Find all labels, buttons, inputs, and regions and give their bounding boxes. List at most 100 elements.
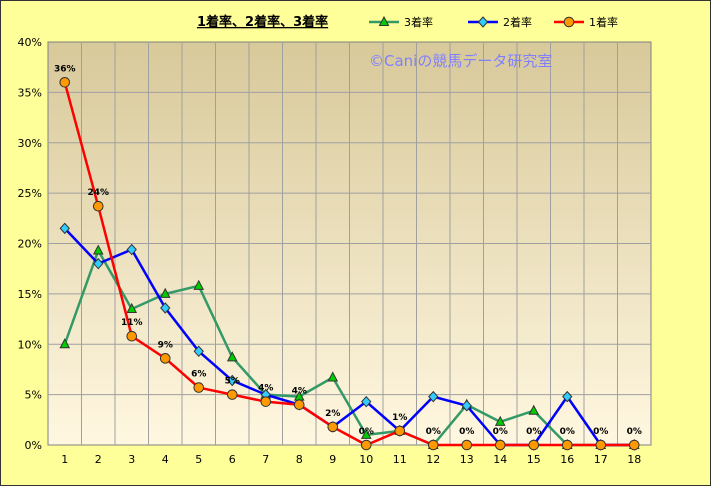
data-point (461, 439, 473, 451)
x-tick-label: 13 (460, 453, 474, 466)
x-tick-label: 16 (560, 453, 574, 466)
y-tick-label: 10% (18, 338, 42, 351)
data-label: 0% (459, 427, 474, 437)
x-tick-label: 10 (359, 453, 373, 466)
legend-label: 2着率 (503, 15, 532, 29)
series-circle (59, 77, 640, 451)
data-label: 1% (392, 413, 407, 423)
data-label: 9% (158, 340, 173, 350)
x-tick-label: 15 (527, 453, 541, 466)
data-label: 0% (426, 427, 441, 437)
legend-item: 3着率 (369, 15, 433, 29)
data-point (428, 390, 439, 403)
data-label: 0% (526, 427, 541, 437)
data-label: 0% (627, 427, 642, 437)
data-point (126, 330, 138, 342)
data-label: 11% (121, 318, 143, 328)
data-point (92, 244, 104, 255)
data-point (361, 395, 372, 408)
x-tick-label: 6 (229, 453, 236, 466)
x-tick-label: 14 (493, 453, 507, 466)
data-point (327, 371, 339, 382)
data-point (378, 15, 390, 26)
data-label: 36% (54, 64, 76, 74)
y-axis: 0% 5% 10% 15% 20% 25% 30% 35% 40% (18, 36, 42, 452)
data-label: 24% (87, 188, 109, 198)
data-point (159, 287, 171, 298)
data-point (563, 16, 575, 28)
y-tick-label: 25% (18, 187, 42, 200)
legend: 3着率 2着率 1着率 (369, 15, 618, 29)
data-point (327, 421, 339, 433)
x-tick-label: 17 (594, 453, 608, 466)
chart-title: 1着率、2着率、3着率 (197, 14, 328, 30)
y-tick-label: 40% (18, 36, 42, 49)
x-tick-label: 18 (627, 453, 641, 466)
data-point (561, 439, 573, 451)
x-tick-label: 1 (61, 453, 68, 466)
x-axis: 1 2 3 4 5 6 7 8 9 10 11 12 13 14 15 16 17 18 (61, 453, 641, 466)
data-point (126, 243, 137, 256)
data-point (477, 16, 489, 28)
data-point (227, 374, 238, 387)
x-tick-label: 3 (128, 453, 135, 466)
data-label: 4% (292, 387, 307, 397)
x-tick-label: 9 (329, 453, 336, 466)
data-point (93, 257, 104, 270)
data-point (126, 302, 138, 313)
data-point (159, 353, 171, 364)
data-labels: 36% 24% 11% 9% 6% 5% 4% 4% 2% 0% 1% 0% 0% 0% 0% 0% 0% 0% (54, 64, 642, 437)
x-tick-label: 4 (162, 453, 169, 466)
y-tick-label: 35% (18, 86, 42, 99)
x-tick-label: 8 (296, 453, 303, 466)
legend-label: 3着率 (404, 15, 433, 29)
data-label: 0% (493, 427, 508, 437)
y-tick-label: 15% (18, 288, 42, 301)
data-point (260, 396, 272, 407)
data-point (293, 399, 305, 411)
legend-item: 2着率 (468, 15, 532, 29)
x-tick-label: 11 (393, 453, 407, 466)
x-tick-label: 12 (426, 453, 440, 466)
data-point (226, 351, 238, 362)
legend-item: 1着率 (554, 15, 618, 29)
series-line (63, 81, 635, 447)
data-point (160, 302, 171, 314)
y-tick-label: 20% (18, 238, 42, 251)
data-point (193, 279, 205, 290)
data-point (394, 425, 406, 437)
y-tick-label: 5% (25, 389, 42, 402)
data-label: 0% (593, 427, 608, 437)
data-point (59, 222, 70, 235)
data-point (193, 345, 204, 358)
data-point (360, 439, 372, 451)
data-point (494, 415, 506, 426)
data-label: 5% (225, 377, 240, 387)
data-point (562, 390, 573, 403)
data-point (528, 439, 540, 451)
y-tick-label: 0% (25, 439, 42, 452)
data-point (59, 338, 71, 349)
watermark: ©Caniの競馬データ研究室 (369, 52, 552, 70)
data-label: 2% (325, 409, 340, 419)
y-tick-label: 30% (18, 137, 42, 150)
data-point (595, 439, 607, 451)
data-point (59, 77, 71, 88)
data-point (461, 399, 472, 412)
series-layer (59, 77, 640, 451)
x-tick-label: 5 (195, 453, 202, 466)
x-tick-label: 2 (95, 453, 102, 466)
legend-label: 1着率 (589, 15, 618, 29)
data-point (92, 200, 104, 212)
data-point (628, 439, 640, 451)
data-label: 0% (359, 427, 374, 437)
data-point (494, 439, 506, 451)
data-label: 4% (258, 384, 273, 394)
gridlines (48, 42, 651, 445)
series-line (63, 227, 635, 447)
data-point (427, 439, 439, 451)
data-point (528, 404, 540, 415)
data-point (226, 389, 238, 400)
